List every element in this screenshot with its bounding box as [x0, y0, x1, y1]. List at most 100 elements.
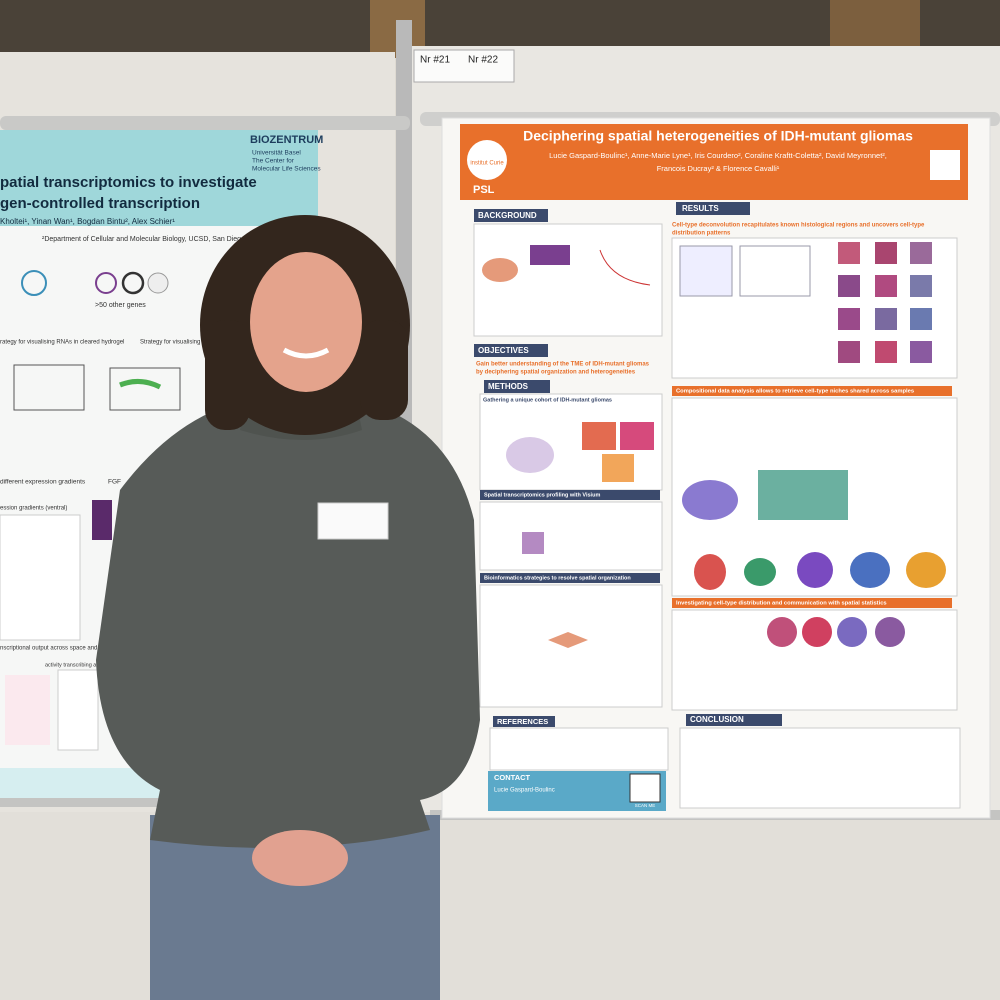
poster-title: gen-controlled transcription — [0, 195, 200, 212]
tissue — [910, 308, 932, 330]
affiliation: Universität Basel — [252, 150, 301, 157]
rail — [0, 116, 410, 130]
smile — [282, 347, 330, 359]
authors: Kholtei¹, Yinan Wan¹, Bogdan Bintu², Ale… — [0, 217, 175, 226]
poster-title: patial transcriptomics to investigate — [0, 174, 257, 191]
authors: Francois Ducray² & Florence Cavalli¹ — [657, 164, 780, 173]
person — [96, 215, 480, 1000]
figure — [682, 480, 738, 520]
figure — [797, 552, 833, 588]
subsection-title: Investigating cell-type distribution and… — [676, 601, 887, 607]
logo-text: institut Curie — [470, 161, 504, 167]
hands — [252, 830, 348, 886]
diagram-circle — [95, 272, 117, 294]
objective-text: Gain better understanding of the TME of … — [476, 362, 650, 368]
label: activity transcribing alleles — [45, 662, 109, 668]
diagram-circle — [121, 271, 145, 295]
subsection-title: Spatial transcriptomics profiling with V… — [484, 492, 600, 498]
section-title: BACKGROUND — [478, 211, 537, 220]
subsection-header — [672, 386, 952, 396]
poster-left-header — [0, 130, 318, 226]
figure — [906, 552, 946, 588]
subsection-title: distribution patterns — [672, 231, 731, 237]
objective-text: by deciphering spatial organization and … — [476, 370, 636, 376]
contact-name: Lucie Gaspard-Boulinc — [494, 788, 555, 794]
section-title: METHODS — [488, 382, 529, 391]
subsection-title: Gathering a unique cohort of IDH-mutant … — [483, 397, 612, 403]
tissue — [838, 275, 860, 297]
logo — [467, 140, 507, 180]
sign — [413, 49, 515, 83]
poster-title: Deciphering spatial heterogeneities of I… — [523, 128, 913, 144]
figure — [850, 552, 890, 588]
face — [250, 252, 362, 392]
diagram-circle — [21, 270, 47, 296]
tissue-grid — [838, 242, 932, 363]
poster-right-header — [460, 124, 968, 200]
affiliation: Molecular Life Sciences — [252, 166, 321, 173]
subsection-header — [672, 598, 952, 608]
section-header — [676, 202, 750, 215]
figure — [548, 632, 588, 648]
tissue — [875, 242, 897, 264]
figure — [744, 558, 776, 586]
figure — [875, 617, 905, 647]
grid-diagram — [109, 367, 181, 411]
section-header — [484, 380, 550, 393]
section-title: RESULTS — [682, 204, 719, 213]
figure — [599, 249, 651, 286]
section-header — [474, 209, 548, 222]
label: >50 other genes — [95, 302, 146, 309]
label: nscriptional output across space and gen… — [0, 646, 113, 652]
section-header — [686, 714, 782, 726]
plot-panel — [57, 669, 99, 751]
qr-caption: SCAN ME — [635, 803, 656, 808]
label: Strategy for visualising cell borders — [140, 340, 233, 346]
tissue — [838, 242, 860, 264]
figure — [602, 454, 634, 482]
sweater — [96, 398, 480, 848]
figure — [802, 617, 832, 647]
figure — [582, 422, 616, 450]
subsection-header — [480, 490, 660, 500]
name-badge — [317, 502, 389, 540]
figure — [767, 617, 797, 647]
figure — [837, 617, 867, 647]
section-title: CONCLUSION — [690, 715, 744, 724]
affiliation: The Center for — [252, 158, 295, 165]
image-panel — [92, 500, 112, 540]
tissue — [910, 275, 932, 297]
institute: BIOZENTRUM — [250, 134, 323, 146]
tissue — [910, 341, 932, 363]
diagram-shape — [119, 379, 162, 390]
grid-diagram — [13, 364, 85, 411]
panel — [489, 727, 669, 771]
figure — [679, 245, 733, 297]
label: FGF — [108, 479, 121, 486]
section-title: OBJECTIVES — [478, 346, 529, 355]
section-title: CONTACT — [494, 773, 531, 782]
panel — [479, 501, 663, 571]
label: ession gradients (ventral) — [0, 506, 67, 512]
subsection-header — [480, 573, 660, 583]
tissue — [910, 242, 932, 264]
panel — [679, 727, 961, 809]
section-title: REFERENCES — [497, 717, 548, 726]
figure — [758, 470, 848, 520]
tissue — [875, 275, 897, 297]
tissue — [875, 341, 897, 363]
figure — [522, 532, 544, 554]
label: rategy for visualising RNAs in cleared h… — [0, 340, 124, 346]
qr-code — [629, 773, 661, 803]
figure — [482, 258, 518, 282]
department: ²Department of Cellular and Molecular Bi… — [42, 236, 264, 243]
figure — [739, 245, 811, 297]
subsection-title: Bioinformatics strategies to resolve spa… — [484, 575, 631, 581]
label: different expression gradients — [0, 479, 86, 486]
logo-text: PSL — [473, 184, 495, 196]
tissue — [875, 308, 897, 330]
tissue — [838, 341, 860, 363]
sign-text: Nr #21 — [420, 55, 450, 66]
